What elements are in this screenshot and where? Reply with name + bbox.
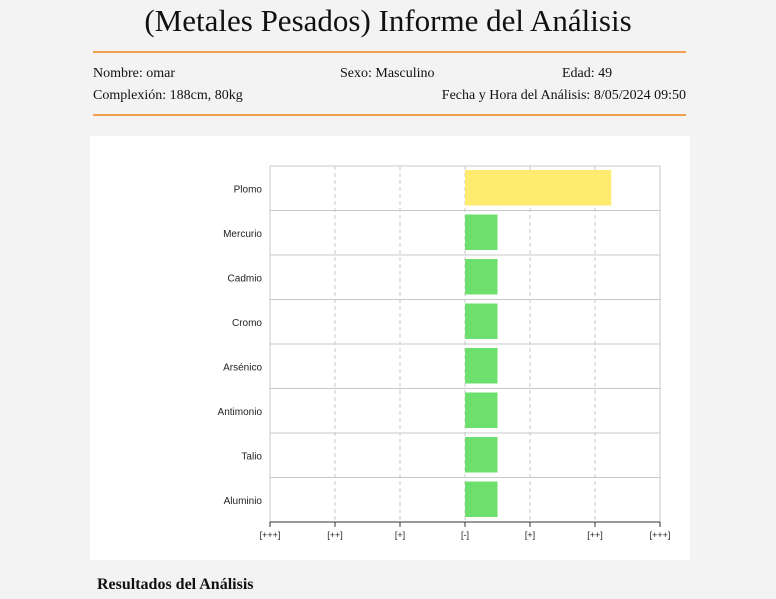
bar-arsénico (465, 348, 498, 384)
x-tick-label: [+] (395, 530, 405, 540)
category-label: Mercurio (223, 229, 262, 240)
category-label: Plomo (234, 184, 263, 195)
bar-antimonio (465, 392, 498, 428)
bar-plomo (465, 170, 612, 206)
header-divider-bottom (93, 114, 686, 116)
bar-cromo (465, 303, 498, 339)
category-label: Aluminio (224, 496, 263, 507)
patient-name: Nombre: omar (93, 66, 176, 81)
bar-aluminio (465, 481, 498, 517)
bar-talio (465, 437, 498, 473)
x-tick-label: [+++] (260, 530, 281, 540)
x-tick-label: [++] (587, 530, 603, 540)
patient-build: Complexión: 188cm, 80kg (93, 88, 243, 103)
category-label: Arsénico (223, 362, 262, 373)
chart-svg: [+++] [++] [+] [-] [+] [++] [+++] Plomo Mercurio… (218, 165, 671, 540)
x-tick-label: [+] (525, 530, 535, 540)
category-label: Cadmio (228, 273, 263, 284)
x-tick-label: [++] (327, 530, 343, 540)
bar-cadmio (465, 259, 498, 295)
results-heading: Resultados del Análisis (97, 576, 254, 593)
bar-mercurio (465, 214, 498, 250)
patient-sex: Sexo: Masculino (340, 66, 435, 81)
category-label: Talio (241, 451, 262, 462)
x-tick-label: [+++] (650, 530, 671, 540)
category-label: Cromo (232, 318, 262, 329)
heavy-metals-chart: [+++] [++] [+] [-] [+] [++] [+++] Plomo Mercurio… (90, 136, 690, 560)
category-label: Antimonio (218, 407, 263, 418)
patient-age: Edad: 49 (562, 66, 613, 81)
analysis-datetime: Fecha y Hora del Análisis: 8/05/2024 09:… (441, 88, 686, 103)
header-divider-top (93, 51, 686, 53)
page-title: (Metales Pesados) Informe del Análisis (144, 3, 632, 38)
x-tick-label: [-] (461, 530, 469, 540)
